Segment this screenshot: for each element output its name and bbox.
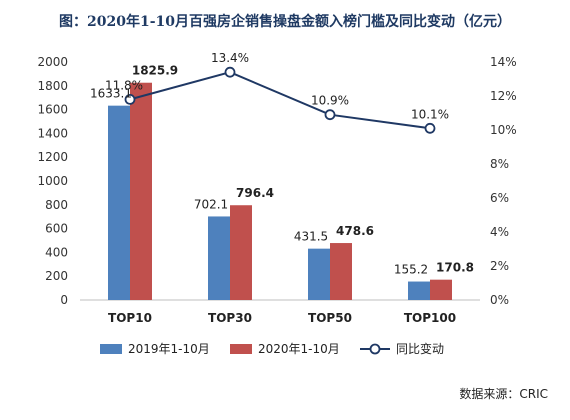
yoy-value-label: 10.9% — [311, 94, 349, 108]
bar-2019 — [208, 216, 230, 300]
data-labels: 1633.1 702.1 431.5 155.2 1825.9 796.4 478.6 170… — [90, 51, 474, 276]
yoy-point — [224, 66, 236, 78]
y-right-tick-label: 4% — [490, 225, 509, 239]
legend-label: 2020年1-10月 — [258, 342, 340, 356]
bar-value-label-2019: 431.5 — [294, 230, 328, 244]
bar-2020 — [130, 82, 152, 301]
legend-line-marker — [369, 343, 381, 355]
bar-2020 — [230, 205, 252, 300]
yoy-line — [124, 66, 436, 134]
legend-swatch-2019 — [100, 344, 122, 354]
bar-2019 — [108, 105, 130, 300]
legend-label: 2019年1-10月 — [128, 342, 210, 356]
yoy-value-label: 11.8% — [105, 78, 143, 92]
y-right-tick-label: 14% — [490, 55, 517, 69]
source-note: 数据来源：CRIC — [459, 386, 548, 401]
y-left-tick-label: 1800 — [37, 79, 68, 93]
bar-2019 — [308, 248, 330, 300]
axes: 0 200 400 600 800 1000 1200 1400 1600 1800 2000 0% 2… — [37, 55, 516, 325]
yoy-point — [424, 122, 436, 134]
y-left-tick-label: 1200 — [37, 150, 68, 164]
x-category-label: TOP10 — [108, 311, 152, 325]
y-left-tick-label: 0 — [60, 293, 68, 307]
yoy-line-path — [129, 71, 431, 130]
bar-value-label-2020: 796.4 — [236, 186, 274, 200]
y-left-tick-label: 1600 — [37, 103, 68, 117]
x-category-label: TOP50 — [308, 311, 352, 325]
yoy-point — [324, 109, 336, 121]
x-category-label: TOP30 — [208, 311, 252, 325]
y-right-tick-label: 0% — [490, 293, 509, 307]
y-left-tick-label: 800 — [45, 198, 68, 212]
bar-value-label-2020: 170.8 — [436, 261, 474, 275]
bar-value-label-2020: 1825.9 — [132, 64, 178, 78]
y-right-tick-label: 2% — [490, 259, 509, 273]
legend: 2019年1-10月 2020年1-10月 同比变动 — [100, 341, 444, 356]
y-left-tick-label: 400 — [45, 245, 68, 259]
chart-title: 图：2020年1-10月百强房企销售操盘金额入榜门槛及同比变动（亿元） — [59, 13, 511, 30]
bar-2020 — [330, 243, 352, 300]
x-category-label: TOP100 — [404, 311, 456, 325]
y-left-tick-label: 200 — [45, 269, 68, 283]
bars — [108, 82, 452, 301]
yoy-value-label: 10.1% — [411, 107, 449, 121]
y-right-tick-label: 10% — [490, 123, 517, 137]
y-left-tick-label: 600 — [45, 222, 68, 236]
bar-value-label-2020: 478.6 — [336, 224, 374, 238]
y-right-tick-label: 6% — [490, 191, 509, 205]
yoy-point — [124, 94, 136, 105]
legend-swatch-2020 — [230, 344, 252, 354]
y-right-tick-label: 8% — [490, 157, 509, 171]
bar-value-label-2019: 1633.1 — [90, 87, 132, 101]
y-left-tick-label: 1400 — [37, 126, 68, 140]
y-right-tick-label: 12% — [490, 89, 517, 103]
legend-label: 同比变动 — [396, 341, 444, 356]
y-left-tick-label: 2000 — [37, 55, 68, 69]
bar-2019 — [408, 281, 430, 300]
bar-value-label-2019: 155.2 — [394, 263, 428, 277]
yoy-value-label: 13.4% — [211, 51, 249, 65]
bar-2020 — [430, 279, 452, 300]
y-left-tick-label: 1000 — [37, 174, 68, 188]
bar-value-label-2019: 702.1 — [194, 197, 228, 211]
